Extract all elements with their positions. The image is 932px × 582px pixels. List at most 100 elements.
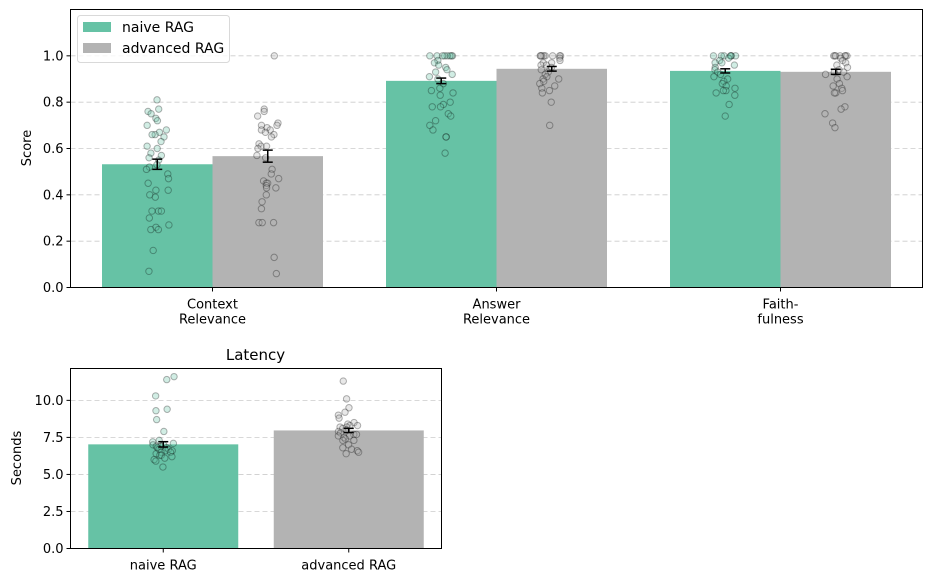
data-point (267, 170, 275, 178)
data-point (272, 184, 280, 192)
data-point (541, 52, 549, 60)
data-point (145, 154, 153, 162)
top-y-tick-label: 1.0 (43, 49, 64, 64)
bottom-x-tick-label: advanced RAG (301, 559, 396, 574)
bottom-y-axis-label: Seconds (10, 430, 25, 485)
data-point (165, 221, 173, 229)
data-point (831, 52, 840, 60)
data-point (143, 121, 151, 130)
top-x-tick-label: Faith- (763, 298, 799, 313)
data-point (442, 133, 450, 141)
data-point (429, 126, 437, 134)
latency-data-point (152, 449, 160, 458)
data-point (556, 56, 564, 65)
data-point (257, 142, 265, 150)
latency-data-point (151, 392, 160, 400)
data-point (446, 52, 454, 60)
data-point (434, 56, 442, 65)
latency-data-point (334, 427, 343, 436)
latency-data-point (340, 433, 348, 442)
data-point (258, 198, 266, 206)
data-point (146, 191, 154, 199)
top-bars (102, 68, 891, 288)
latency-data-point (347, 445, 356, 453)
legend-box (77, 15, 230, 63)
data-point (727, 52, 736, 60)
bottom-bars (88, 430, 424, 549)
data-point (261, 128, 270, 136)
data-point (164, 186, 172, 194)
latency-data-point (159, 463, 167, 471)
data-point (274, 119, 282, 127)
latency-data-point (339, 444, 347, 452)
data-point (718, 59, 726, 67)
bar-naive (102, 164, 213, 288)
data-point (723, 75, 732, 83)
data-point (253, 151, 261, 160)
latency-data-point (341, 408, 349, 416)
latency-data-point (163, 375, 171, 384)
data-point (270, 253, 278, 262)
bar-naive (670, 70, 781, 288)
data-point (555, 54, 564, 62)
legend: naive RAG advanced RAG (77, 15, 230, 63)
data-point (147, 225, 155, 234)
legend-swatch-naive (83, 22, 111, 32)
latency-data-point (334, 411, 343, 419)
data-point (441, 149, 449, 157)
data-point (715, 56, 724, 65)
data-point (272, 269, 281, 278)
data-point (144, 179, 152, 187)
top-x-ticks: ContextRelevanceAnswerRelevanceFaith-ful… (179, 287, 804, 328)
data-point (722, 82, 730, 90)
bottom-y-ticks: 0.0 2.5 5.0 7.5 10.0 (35, 394, 71, 557)
data-point (838, 84, 846, 92)
data-point (266, 126, 274, 134)
latency-data-point (166, 448, 175, 456)
data-point (717, 52, 726, 60)
data-point (143, 142, 151, 150)
data-point (430, 59, 439, 67)
data-point (260, 105, 268, 113)
data-point (153, 96, 161, 104)
data-point (716, 70, 725, 79)
bar-advanced (496, 68, 607, 288)
latency-data-point (350, 418, 358, 427)
latency-bar-naive (88, 444, 239, 549)
data-point (547, 98, 555, 106)
data-point (449, 89, 457, 97)
data-point (255, 218, 263, 227)
data-point (157, 207, 166, 215)
latency-data-point (342, 395, 351, 403)
data-point (539, 75, 547, 83)
data-point (433, 52, 441, 60)
quality-scores-chart: 0.00.20.40.60.81.0 ContextRelevanceAnswe… (20, 9, 923, 328)
latency-data-point (344, 441, 353, 449)
latency-data-point (335, 414, 343, 422)
data-point (841, 103, 849, 111)
data-point (164, 170, 172, 178)
data-point (710, 72, 718, 81)
data-point (830, 89, 839, 97)
latency-data-point (339, 436, 347, 445)
top-y-axis-label: Score (20, 130, 35, 166)
top-points (142, 52, 852, 278)
latency-data-point (336, 429, 345, 437)
data-point (540, 52, 548, 60)
data-point (843, 63, 852, 72)
data-point (439, 100, 448, 109)
latency-title: Latency (226, 346, 285, 364)
data-point (838, 56, 847, 65)
latency-data-point (336, 423, 344, 431)
data-point (152, 186, 160, 194)
data-point (841, 52, 850, 60)
data-point (442, 133, 450, 141)
latency-data-point (161, 454, 169, 462)
data-point (545, 86, 554, 95)
data-point (843, 52, 851, 60)
data-point (711, 66, 719, 74)
latency-data-point (150, 455, 158, 464)
data-point (833, 75, 841, 83)
latency-data-point (169, 439, 178, 448)
data-point (448, 52, 457, 60)
